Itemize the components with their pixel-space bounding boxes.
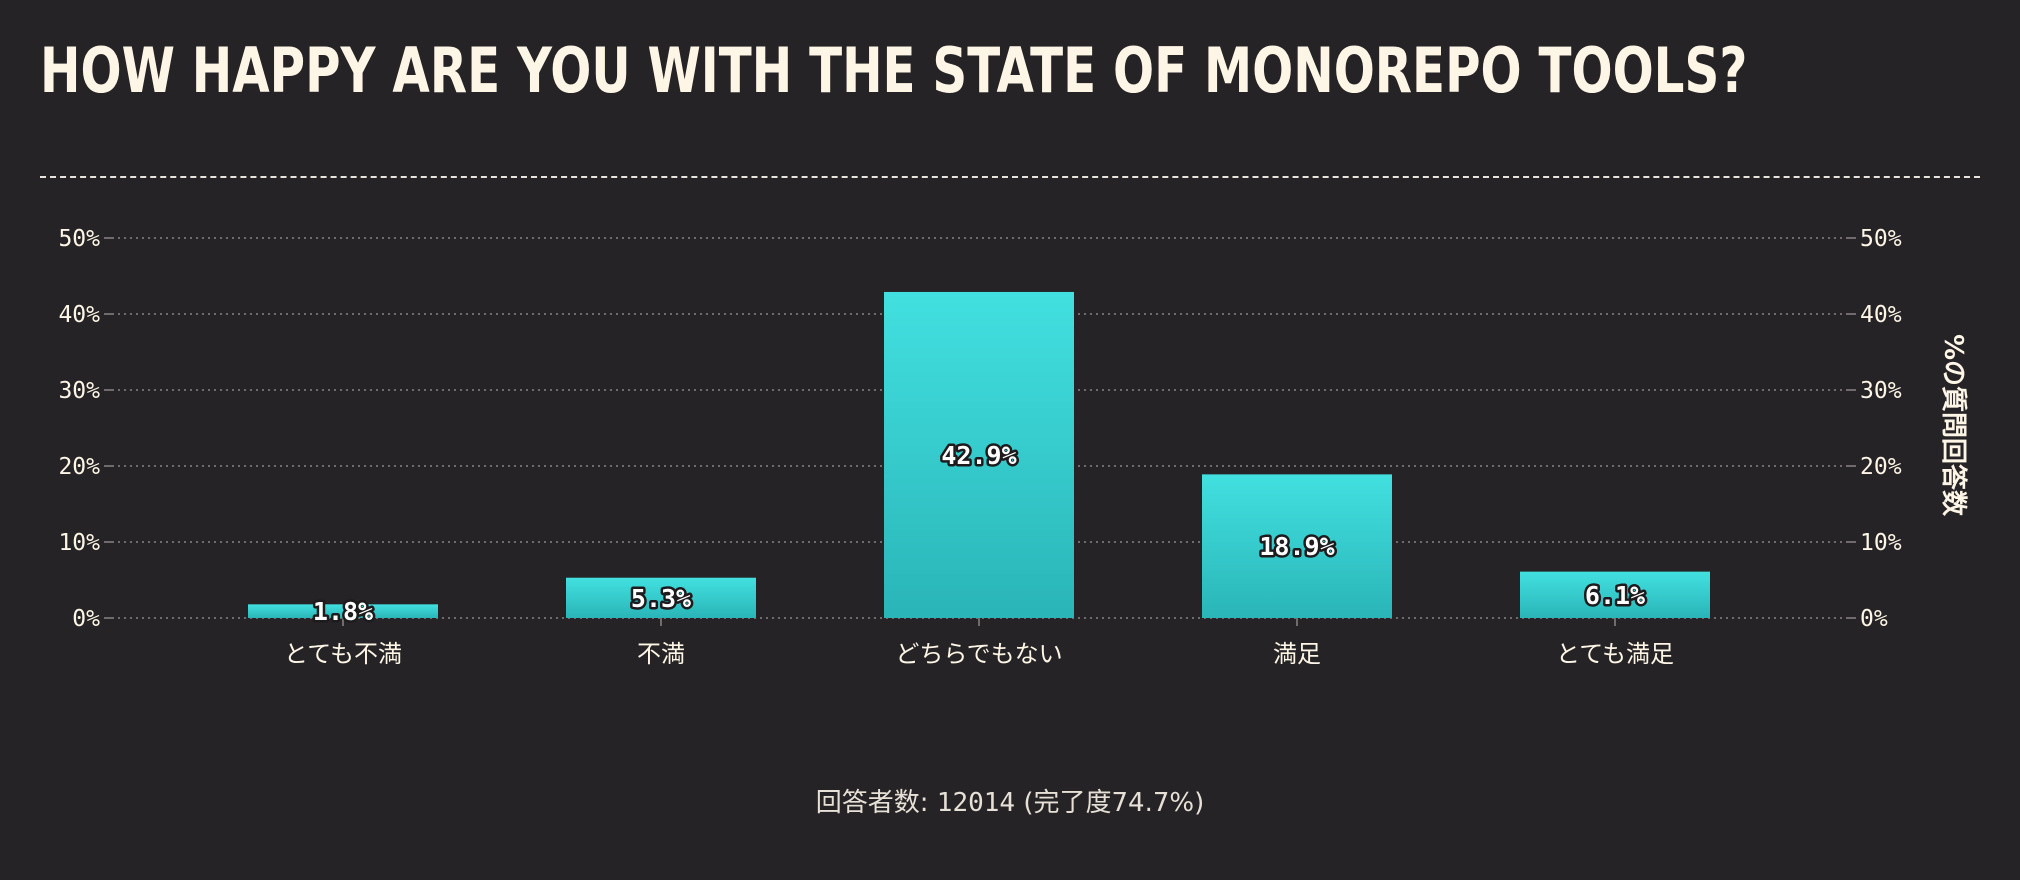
- bar: [884, 291, 1074, 618]
- bar: [1520, 571, 1710, 618]
- bars: [248, 291, 1710, 618]
- data-label: 6.1%: [1585, 581, 1645, 610]
- y-tick-label-left: 20%: [58, 454, 100, 480]
- data-label: 42.9%: [941, 441, 1016, 470]
- y-tick-label-left: 30%: [58, 378, 100, 404]
- bar: [566, 577, 756, 618]
- x-tick-label: とても不満: [284, 640, 402, 668]
- x-tick-label: とても満足: [1556, 640, 1674, 668]
- respondents-footer: 回答者数: 12014 (完了度74.7%): [0, 782, 2020, 819]
- completion-rate: (完了度74.7%): [1023, 788, 1205, 818]
- y-tick-label-right: 0%: [1860, 606, 1888, 632]
- title-divider: [40, 176, 1980, 178]
- y-axis-right: 0% 10% 20% 30% 40% 50%: [1848, 226, 1902, 632]
- data-label: 18.9%: [1259, 532, 1334, 561]
- x-tick-label: 不満: [637, 640, 685, 668]
- data-labels: 1.8% 5.3% 42.9% 18.9% 6.1%: [310, 438, 1647, 628]
- respondents-count: 12014: [936, 788, 1016, 818]
- y-tick-label-right: 20%: [1860, 454, 1902, 480]
- y-tick-label-left: 50%: [58, 226, 100, 252]
- x-tick-label: 満足: [1273, 640, 1321, 668]
- x-tick-label: どちらでもない: [895, 640, 1062, 668]
- y-tick-label-left: 40%: [58, 302, 100, 328]
- bar: [248, 604, 438, 618]
- bar: [1202, 474, 1392, 618]
- x-axis: とても不満 不満 どちらでもない 満足 とても満足: [284, 618, 1674, 668]
- chart-title: HOW HAPPY ARE YOU WITH THE STATE OF MONO…: [40, 34, 1748, 107]
- y-axis-left: 0% 10% 20% 30% 40% 50%: [58, 226, 112, 632]
- y-tick-label-left: 0%: [72, 606, 100, 632]
- y-tick-label-left: 10%: [58, 530, 100, 556]
- data-label: 1.8%: [313, 597, 373, 626]
- data-label: 5.3%: [631, 584, 691, 613]
- y-tick-label-right: 40%: [1860, 302, 1902, 328]
- y-tick-label-right: 50%: [1860, 226, 1902, 252]
- bar-chart: 0% 10% 20% 30% 40% 50% 0% 10% 20% 30% 40% 50% とても不…: [58, 226, 1969, 668]
- respondents-label: 回答者数:: [815, 788, 929, 818]
- y-tick-label-right: 30%: [1860, 378, 1902, 404]
- y-tick-label-right: 10%: [1860, 530, 1902, 556]
- y-axis-title: %の質問回答数: [1938, 334, 1969, 517]
